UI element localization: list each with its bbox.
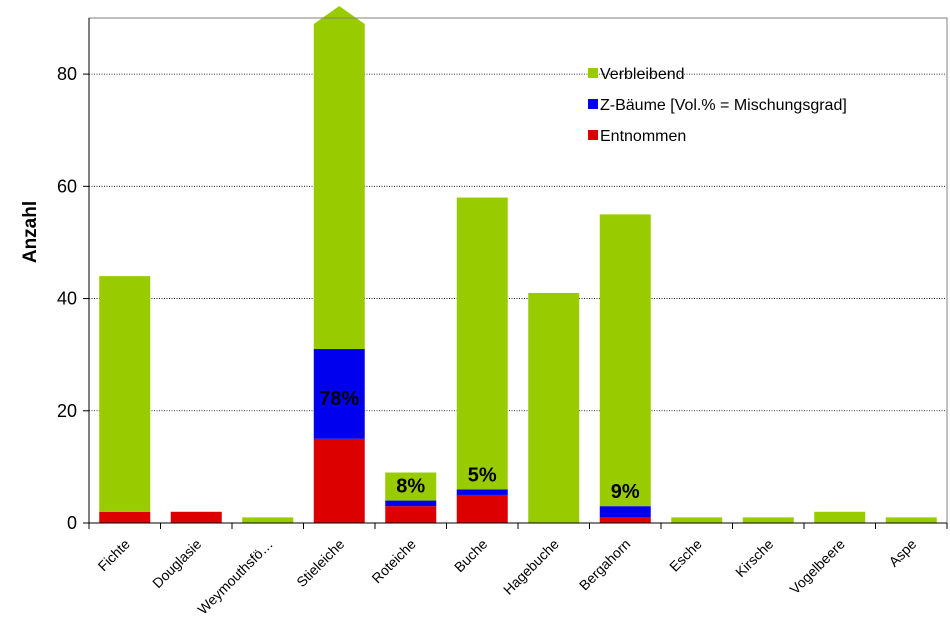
y-axis-label: Anzahl	[20, 201, 41, 263]
percentage-label: 8%	[396, 476, 425, 498]
bar-verbleibend	[313, 6, 365, 350]
y-tick-label: 0	[67, 513, 77, 533]
bar-verbleibend	[599, 214, 651, 507]
legend: Verbleibend Z-Bäume [Vol.% = Mischungsgra…	[588, 66, 847, 145]
bar-verbleibend	[742, 517, 794, 523]
bar-z-bäume	[385, 500, 437, 507]
bar-entnommen	[385, 506, 437, 523]
y-tick-labels: 0 20 40 60 80	[57, 64, 77, 533]
y-tick-label: 20	[57, 401, 77, 421]
x-tick-label: Bergahorn	[576, 536, 634, 594]
bar-entnommen	[599, 517, 651, 523]
gridlines	[89, 73, 947, 412]
legend-entry: Z-Bäume [Vol.% = Mischungsgrad]	[600, 97, 847, 114]
bar-verbleibend	[385, 472, 437, 501]
bar-entnommen	[456, 494, 508, 523]
percentage-label: 9%	[611, 481, 640, 503]
bar-z-bäume	[313, 349, 365, 439]
bar-verbleibend	[814, 511, 866, 523]
x-tick-label: Stieleiche	[293, 536, 347, 590]
legend-swatch	[588, 130, 598, 140]
bar-verbleibend	[528, 292, 580, 523]
bar-entnommen	[170, 511, 222, 523]
y-tick-label: 60	[57, 176, 77, 196]
bar-z-bäume	[599, 506, 651, 518]
y-tick-label: 80	[57, 64, 77, 84]
legend-entry: Verbleibend	[600, 66, 685, 83]
x-tick-label: Esche	[666, 536, 705, 575]
legend-swatch	[588, 68, 598, 78]
bar-verbleibend	[99, 276, 151, 512]
x-tick-label: Hagebuche	[500, 536, 562, 598]
x-tick-label: Kirsche	[732, 536, 776, 580]
x-tick-label: Roteiche	[368, 536, 419, 587]
x-tick-label: Douglasie	[149, 536, 204, 591]
percentage-label: 78%	[319, 388, 359, 410]
plot-area-border	[88, 17, 948, 524]
x-tick-label: Vogelbeere	[786, 536, 848, 598]
bar-verbleibend	[242, 517, 294, 523]
bar-entnommen	[313, 438, 365, 523]
bars	[99, 6, 937, 523]
x-tick-label: Fichte	[95, 536, 133, 574]
percentage-label: 5%	[468, 464, 497, 486]
bar-verbleibend	[671, 517, 723, 523]
legend-swatch	[588, 99, 598, 109]
axes	[83, 17, 948, 529]
x-tick-label: Aspe	[885, 536, 919, 570]
percentage-annotations: 78% 8% 5% 9%	[319, 388, 640, 503]
bar-verbleibend	[456, 197, 508, 490]
bar-verbleibend	[885, 517, 937, 523]
x-tick-label: Weymouthsfö…	[194, 536, 276, 618]
legend-entry: Entnommen	[600, 128, 686, 145]
bar-entnommen	[99, 511, 151, 523]
bar-z-bäume	[456, 489, 508, 495]
x-tick-label: Buche	[451, 536, 491, 576]
y-tick-label: 40	[57, 289, 77, 309]
